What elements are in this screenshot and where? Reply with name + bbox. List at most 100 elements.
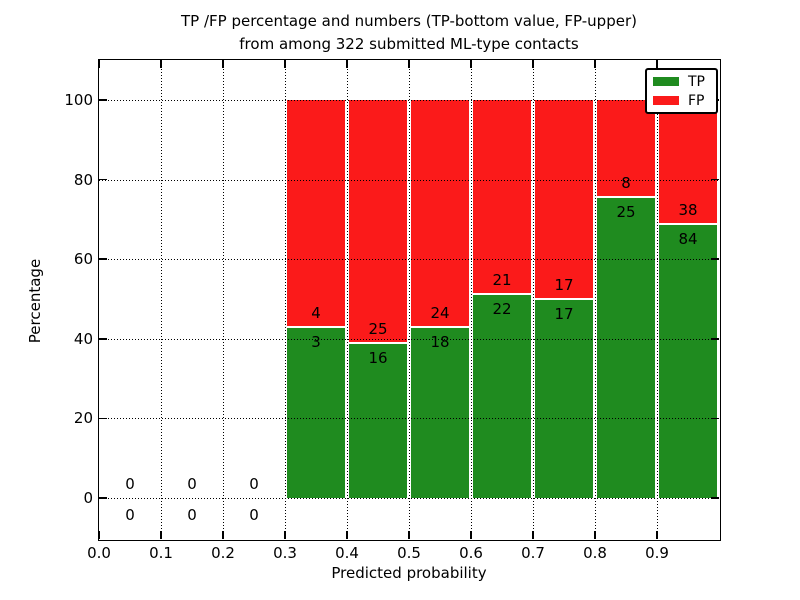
y-axis-title: Percentage <box>26 258 44 344</box>
bar-segment-fp <box>348 99 408 343</box>
x-tick-mark <box>284 60 286 68</box>
x-tick-mark <box>656 60 658 68</box>
x-tick-mark <box>222 60 224 68</box>
annotation-fp-count: 4 <box>311 304 321 323</box>
y-tick-label: 60 <box>73 250 93 269</box>
x-tick-label: 0.1 <box>149 544 173 562</box>
x-tick-label: 0.2 <box>211 544 235 562</box>
y-tick-mark <box>99 178 107 181</box>
legend-label: FP <box>688 92 705 109</box>
x-axis-title: Predicted probability <box>331 564 487 582</box>
bar-segment-tp <box>658 224 718 498</box>
x-tick-mark <box>470 531 472 539</box>
y-tick-mark <box>99 99 107 101</box>
gridline-vertical <box>471 60 472 539</box>
annotation-tp-count: 22 <box>492 300 512 319</box>
x-tick-mark <box>470 60 472 68</box>
x-tick-mark <box>594 60 596 68</box>
x-tick-mark <box>284 531 286 539</box>
annotation-tp-count: 25 <box>616 202 636 221</box>
x-tick-mark <box>160 531 162 539</box>
gridline-vertical <box>347 60 348 539</box>
annotation-tp-count: 84 <box>678 230 698 248</box>
gridline-vertical <box>285 60 286 539</box>
y-tick-mark <box>711 497 719 499</box>
x-tick-label: 0.4 <box>335 544 359 562</box>
bar-segment-fp <box>658 99 718 224</box>
x-tick-mark <box>346 531 348 539</box>
legend-item-fp: FP <box>653 93 710 109</box>
chart-title-line1: TP /FP percentage and numbers (TP-bottom… <box>181 12 637 30</box>
annotation-tp-count: 17 <box>554 305 574 323</box>
gridline-vertical <box>533 60 534 539</box>
x-tick-label: 0.3 <box>273 544 297 562</box>
x-tick-label: 0.5 <box>397 544 421 562</box>
x-tick-label: 0.6 <box>459 544 483 562</box>
x-tick-mark <box>594 531 596 539</box>
bar-segment-tp <box>286 327 346 498</box>
bar-segment-tp <box>472 294 532 498</box>
gridline-vertical <box>223 60 224 539</box>
annotation-tp-count: 16 <box>368 348 388 367</box>
y-tick-label: 0 <box>83 489 93 507</box>
annotation-tp-count: 0 <box>125 506 135 524</box>
bar-segment-fp <box>534 99 594 299</box>
annotation-fp-count: 21 <box>492 271 512 290</box>
gridline-vertical <box>161 60 162 539</box>
chart-title-line2: from among 322 submitted ML-type contact… <box>239 35 579 53</box>
x-tick-mark <box>532 531 534 539</box>
annotation-fp-count: 24 <box>430 304 450 323</box>
x-tick-label: 0.0 <box>87 544 111 562</box>
annotation-tp-count: 0 <box>187 506 197 524</box>
annotation-tp-count: 0 <box>249 506 259 524</box>
bar-segment-tp <box>596 196 656 498</box>
x-tick-mark <box>160 60 162 68</box>
fp-color-swatch <box>653 96 679 105</box>
x-tick-mark <box>408 531 410 539</box>
annotation-fp-count: 25 <box>368 319 388 338</box>
tp-color-swatch <box>653 77 679 86</box>
y-tick-label: 100 <box>64 91 93 109</box>
annotation-fp-count: 0 <box>125 475 135 493</box>
gridline-vertical <box>657 60 658 539</box>
x-tick-mark <box>222 531 224 539</box>
x-tick-mark <box>346 60 348 68</box>
chart-title: TP /FP percentage and numbers (TP-bottom… <box>99 10 719 56</box>
x-tick-label: 0.9 <box>645 544 669 562</box>
annotation-fp-count: 8 <box>621 173 631 192</box>
annotation-tp-count: 18 <box>430 333 450 352</box>
bar-segment-tp <box>410 327 470 498</box>
x-tick-mark <box>656 531 658 539</box>
y-tick-mark <box>711 417 719 420</box>
x-tick-mark <box>98 60 100 68</box>
y-tick-label: 80 <box>73 170 93 189</box>
y-tick-mark <box>711 338 719 340</box>
bar-segment-fp <box>472 99 532 295</box>
gridline-vertical <box>409 60 410 539</box>
x-tick-mark <box>98 531 100 539</box>
y-tick-label: 20 <box>73 409 93 428</box>
annotation-fp-count: 0 <box>187 475 197 493</box>
x-tick-label: 0.8 <box>583 544 607 562</box>
bar-segment-fp <box>286 99 346 328</box>
x-tick-mark <box>408 60 410 68</box>
y-tick-mark <box>99 417 107 420</box>
bar-segment-tp <box>534 299 594 498</box>
x-tick-mark <box>532 60 534 68</box>
y-tick-mark <box>711 258 719 260</box>
annotation-tp-count: 3 <box>311 333 321 352</box>
y-tick-mark <box>99 258 107 260</box>
y-tick-mark <box>99 497 107 499</box>
bar-segment-fp <box>410 99 470 328</box>
bar-segment-tp <box>348 342 408 498</box>
x-tick-label: 0.7 <box>521 544 545 562</box>
y-tick-mark <box>99 338 107 340</box>
y-tick-mark <box>711 178 719 181</box>
annotation-fp-count: 38 <box>678 201 698 219</box>
gridline-vertical <box>595 60 596 539</box>
y-tick-label: 40 <box>73 329 93 348</box>
annotation-fp-count: 17 <box>554 276 574 294</box>
annotation-fp-count: 0 <box>249 475 259 493</box>
legend: TP FP <box>645 68 718 114</box>
